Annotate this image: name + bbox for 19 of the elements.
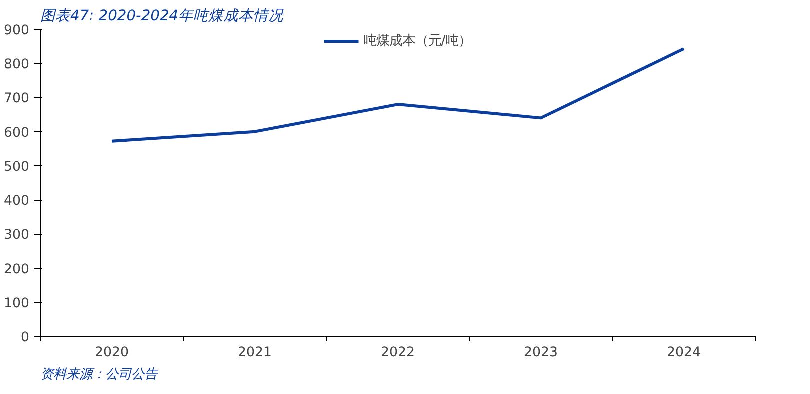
- y-tick-label: 800: [4, 58, 30, 73]
- x-tick-label: 2020: [95, 346, 129, 360]
- line-series: [110, 47, 686, 143]
- y-tick-label: 300: [4, 228, 30, 244]
- y-tick-label: 500: [4, 160, 30, 175]
- chart-title: 图表47: 2020-2024年吨煤成本情况: [40, 8, 285, 24]
- x-tick-label: 2024: [667, 346, 701, 360]
- y-tick-label: 200: [4, 262, 30, 278]
- x-tick-label: 2023: [524, 346, 558, 360]
- x-tick-label: 2022: [381, 346, 415, 360]
- y-tick-label: 600: [4, 126, 30, 141]
- y-tick-label: 700: [4, 92, 30, 107]
- y-tick-label: 0: [21, 330, 30, 346]
- legend-label: 吨煤成本（元/吨）: [363, 32, 472, 50]
- y-tick-label: 900: [4, 24, 30, 38]
- x-tick-label: 2021: [238, 346, 272, 360]
- y-tick-label: 100: [4, 296, 30, 312]
- text: 资料来源：公司公告: [40, 366, 160, 382]
- y-tick-label: 400: [4, 194, 30, 210]
